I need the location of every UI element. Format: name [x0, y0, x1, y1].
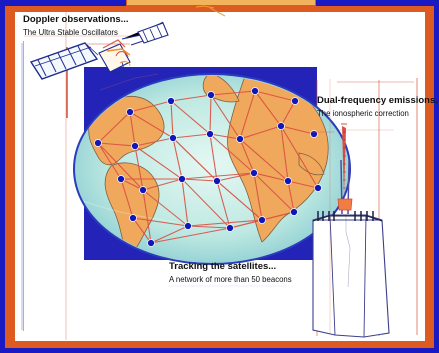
diagram-accents	[99, 73, 334, 333]
left-guide-line	[23, 41, 24, 331]
beacon-icon	[94, 87, 322, 247]
doppler-title: Doppler observations...	[23, 14, 129, 25]
network-lines	[97, 90, 319, 244]
doppler-subtitle: The Ultra Stable Oscillators	[23, 28, 118, 37]
tracking-subtitle: A network of more than 50 beacons	[169, 275, 292, 284]
top-gold-tab	[127, 0, 315, 5]
tracking-title: Tracking the satellites...	[169, 261, 277, 272]
satellite-icon	[29, 21, 169, 80]
dual-frequency-subtitle: The ionospheric correction	[317, 109, 409, 118]
globe-icon	[73, 73, 351, 265]
antenna-icon	[312, 123, 390, 338]
dual-frequency-title: Dual-frequency emissions.	[317, 95, 438, 106]
